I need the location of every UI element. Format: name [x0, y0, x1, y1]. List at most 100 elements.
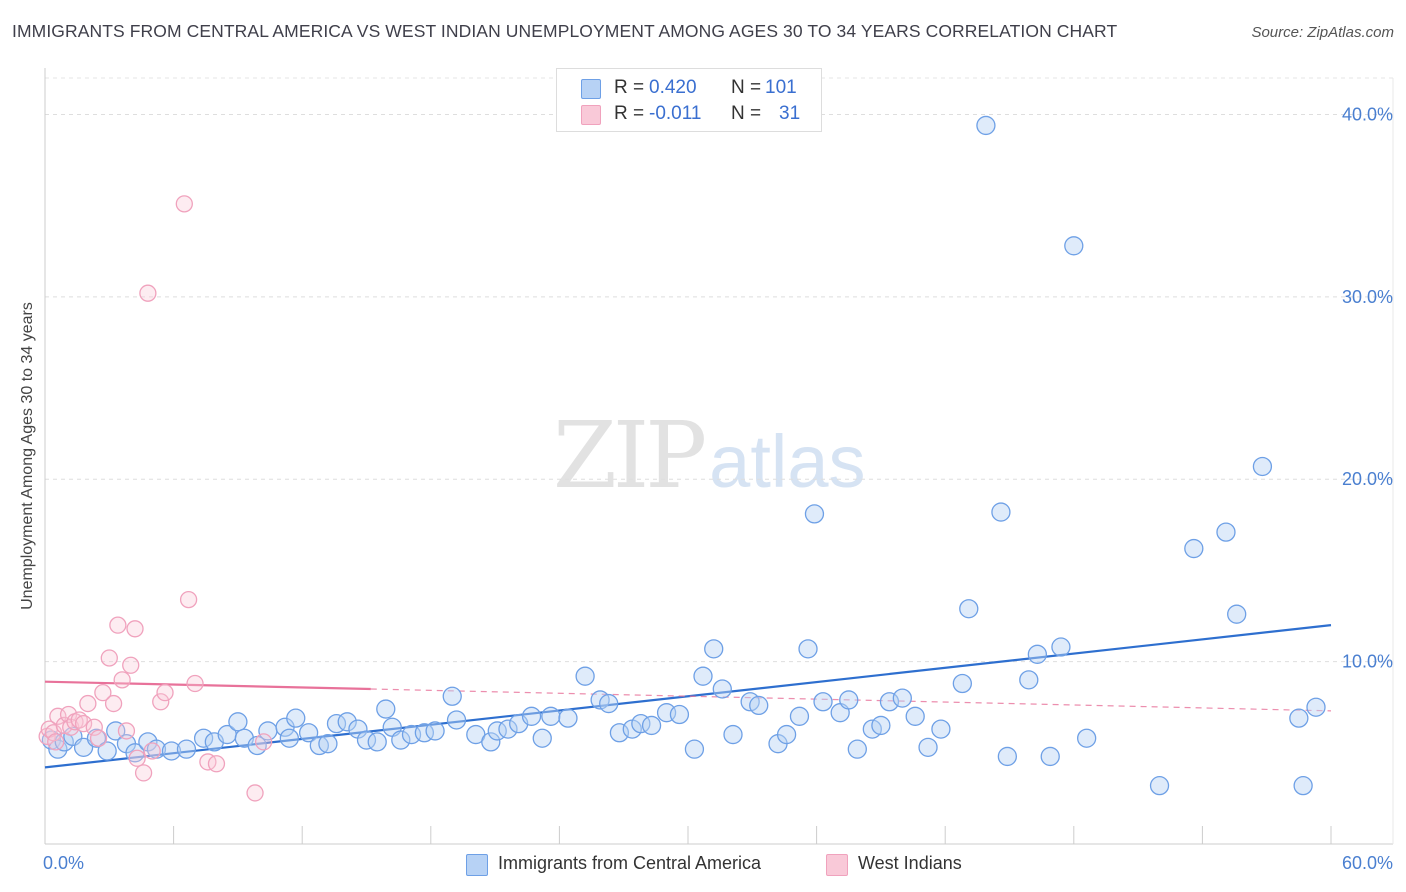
watermark-atlas: atlas	[709, 420, 866, 503]
point-central-america	[575, 666, 595, 686]
series-swatch-blue	[466, 854, 488, 876]
chart-title: IMMIGRANTS FROM CENTRAL AMERICA VS WEST …	[12, 21, 1118, 41]
point-central-america	[997, 746, 1018, 767]
y-tick-label: 30.0%	[1342, 287, 1393, 307]
point-west-indians	[79, 694, 97, 713]
point-west-indians	[85, 718, 103, 736]
point-central-america	[228, 712, 248, 732]
point-central-america	[905, 706, 925, 726]
point-west-indians	[94, 683, 112, 702]
watermark-zip: ZIP	[553, 402, 707, 509]
point-west-indians	[139, 284, 157, 302]
point-central-america	[1216, 522, 1236, 542]
point-central-america	[1306, 697, 1326, 717]
point-central-america	[1051, 637, 1071, 657]
point-central-america	[976, 115, 996, 136]
legend-n-value: 101	[765, 77, 797, 98]
point-west-indians	[122, 656, 140, 674]
point-west-indians	[113, 671, 131, 689]
point-central-america	[641, 715, 662, 736]
point-central-america	[1064, 236, 1084, 256]
point-central-america	[286, 708, 306, 728]
point-west-indians	[55, 716, 73, 735]
point-west-indians	[152, 693, 170, 711]
point-west-indians	[117, 722, 136, 740]
source-label: Source: ZipAtlas.com	[1251, 24, 1394, 41]
point-central-america	[804, 504, 825, 524]
point-west-indians	[128, 749, 146, 767]
point-central-america	[367, 732, 387, 752]
legend-n-label: N =	[731, 103, 762, 124]
point-central-america	[1077, 728, 1097, 748]
point-central-america	[1184, 538, 1204, 559]
point-central-america	[789, 706, 810, 726]
point-central-america	[871, 715, 891, 736]
point-central-america	[959, 599, 979, 619]
y-tick-label: 40.0%	[1342, 104, 1393, 124]
legend-r-label: R =	[614, 103, 645, 124]
point-central-america	[541, 706, 561, 726]
point-central-america	[1040, 746, 1060, 767]
points-layer	[38, 115, 1326, 802]
point-west-indians	[126, 620, 144, 638]
series-legend-label: Immigrants from Central America	[498, 853, 762, 873]
point-central-america	[279, 728, 299, 748]
point-central-america	[813, 692, 833, 712]
legend-r-label: R =	[614, 77, 645, 98]
point-central-america	[839, 690, 859, 710]
legend-n-label: N =	[731, 77, 762, 98]
series-legend-label: West Indians	[858, 853, 962, 873]
point-west-indians	[109, 616, 127, 634]
point-central-america	[391, 730, 411, 750]
point-central-america	[481, 732, 501, 752]
point-central-america	[298, 723, 319, 743]
point-west-indians	[143, 742, 161, 760]
point-central-america	[1252, 456, 1273, 477]
legend-r-value: -0.011	[649, 103, 702, 124]
point-central-america	[1227, 604, 1247, 624]
point-west-indians	[134, 764, 153, 782]
legend-row-central-america: R = 0.420 N = 101	[557, 75, 821, 101]
axis-layer	[44, 68, 1394, 845]
point-west-indians	[179, 590, 198, 609]
x-tick-label-max: 60.0%	[1342, 853, 1393, 873]
point-west-indians	[89, 729, 108, 747]
point-central-america	[318, 734, 338, 754]
point-central-america	[1289, 708, 1309, 728]
point-central-america	[446, 710, 467, 730]
point-central-america	[193, 728, 214, 748]
x-tick-label-min: 0.0%	[43, 853, 84, 873]
trend-line-west-indians-solid	[44, 680, 371, 691]
legend-n-value: 31	[779, 103, 801, 124]
point-central-america	[1149, 775, 1170, 796]
point-central-america	[847, 739, 867, 759]
point-central-america	[669, 704, 690, 725]
point-central-america	[1027, 644, 1048, 664]
point-central-america	[892, 688, 912, 708]
point-west-indians	[100, 649, 118, 667]
point-central-america	[952, 673, 972, 694]
point-central-america	[684, 739, 705, 759]
y-tick-label: 10.0%	[1342, 652, 1393, 672]
tick-label-layer: 10.0% 20.0% 30.0% 40.0% 0.0% 60.0%	[43, 104, 1393, 873]
point-west-indians	[207, 755, 226, 773]
point-central-america	[425, 721, 445, 741]
point-central-america	[376, 699, 396, 719]
point-central-america	[931, 719, 951, 739]
point-west-indians	[74, 714, 93, 733]
correlation-legend: R = 0.420 N = 101 R = -0.011 N = 31	[556, 68, 822, 132]
watermark: ZIPatlas	[553, 402, 865, 509]
point-central-america	[918, 737, 938, 757]
point-central-america	[498, 719, 518, 739]
point-central-america	[712, 679, 732, 699]
point-central-america	[776, 724, 797, 745]
trend-layer	[44, 624, 1332, 769]
point-central-america	[723, 724, 743, 745]
trend-line-central-america	[44, 624, 1332, 769]
point-west-indians	[175, 195, 193, 213]
point-central-america	[161, 741, 182, 761]
point-west-indians	[104, 694, 123, 713]
point-central-america	[532, 728, 552, 748]
point-central-america	[1019, 670, 1039, 690]
